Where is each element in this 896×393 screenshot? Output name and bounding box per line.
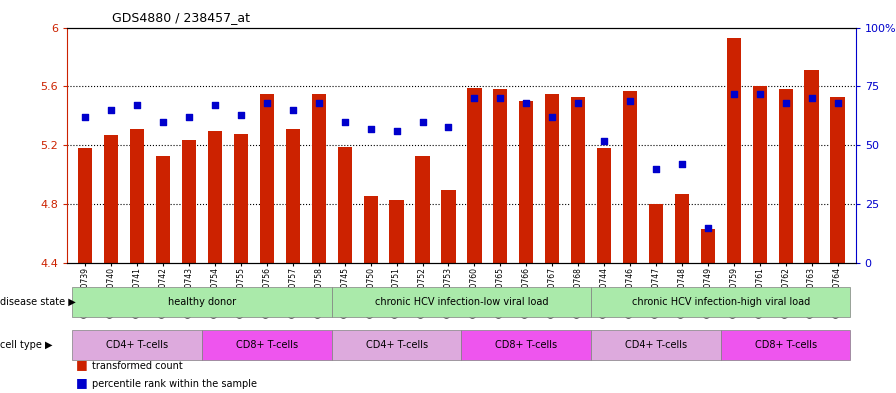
Bar	[338, 147, 352, 263]
Bar	[623, 91, 637, 263]
Bar	[130, 129, 144, 263]
Bar	[545, 94, 559, 263]
Bar	[234, 134, 248, 263]
Bar	[202, 330, 332, 360]
Text: CD8+ T-cells: CD8+ T-cells	[495, 340, 557, 350]
Bar	[805, 70, 819, 263]
Point	[597, 138, 611, 144]
Text: cell type ▶: cell type ▶	[0, 340, 53, 350]
Bar	[461, 330, 591, 360]
Bar	[390, 200, 404, 263]
Point	[519, 100, 533, 106]
Point	[104, 107, 118, 113]
Bar	[364, 196, 378, 263]
Bar	[156, 156, 170, 263]
Bar	[720, 330, 850, 360]
Bar	[78, 149, 92, 263]
Bar	[571, 97, 585, 263]
Bar	[73, 330, 202, 360]
Bar	[591, 330, 720, 360]
Bar	[597, 149, 611, 263]
Point	[571, 100, 585, 106]
Point	[234, 112, 248, 118]
Point	[779, 100, 793, 106]
Point	[805, 95, 819, 101]
Bar	[468, 88, 481, 263]
Point	[364, 126, 378, 132]
Point	[649, 166, 663, 172]
Bar	[332, 286, 591, 317]
Point	[78, 114, 92, 120]
Point	[260, 100, 274, 106]
Point	[727, 90, 741, 97]
Bar	[182, 140, 196, 263]
Text: transformed count: transformed count	[92, 362, 183, 371]
Point	[831, 100, 845, 106]
Text: healthy donor: healthy donor	[168, 297, 237, 307]
Bar	[442, 190, 455, 263]
Bar	[779, 90, 793, 263]
Text: chronic HCV infection-low viral load: chronic HCV infection-low viral load	[375, 297, 548, 307]
Point	[416, 119, 430, 125]
Point	[130, 102, 144, 108]
Point	[312, 100, 326, 106]
Point	[623, 97, 637, 104]
Bar	[104, 135, 118, 263]
Bar	[727, 38, 741, 263]
Point	[208, 102, 222, 108]
Point	[182, 114, 196, 120]
Bar	[591, 286, 850, 317]
Text: GDS4880 / 238457_at: GDS4880 / 238457_at	[112, 11, 250, 24]
Point	[442, 123, 456, 130]
Bar	[649, 204, 663, 263]
Bar	[493, 90, 507, 263]
Point	[753, 90, 767, 97]
Text: CD4+ T-cells: CD4+ T-cells	[106, 340, 168, 350]
Bar	[831, 97, 845, 263]
Text: disease state ▶: disease state ▶	[0, 297, 76, 307]
Bar	[73, 286, 332, 317]
Bar	[286, 129, 300, 263]
Point	[286, 107, 300, 113]
Bar	[416, 156, 430, 263]
Text: chronic HCV infection-high viral load: chronic HCV infection-high viral load	[632, 297, 810, 307]
Text: CD8+ T-cells: CD8+ T-cells	[754, 340, 817, 350]
Point	[156, 119, 170, 125]
Point	[390, 128, 404, 134]
Text: CD4+ T-cells: CD4+ T-cells	[625, 340, 687, 350]
Bar	[675, 194, 689, 263]
Point	[545, 114, 559, 120]
Bar	[332, 330, 461, 360]
Point	[467, 95, 481, 101]
Point	[338, 119, 352, 125]
Point	[701, 225, 715, 231]
Bar	[312, 94, 326, 263]
Bar	[753, 86, 767, 263]
Bar	[208, 131, 222, 263]
Text: CD4+ T-cells: CD4+ T-cells	[366, 340, 427, 350]
Point	[675, 161, 689, 167]
Text: ■: ■	[76, 376, 88, 389]
Bar	[260, 94, 274, 263]
Text: CD8+ T-cells: CD8+ T-cells	[236, 340, 298, 350]
Point	[493, 95, 507, 101]
Text: percentile rank within the sample: percentile rank within the sample	[92, 379, 257, 389]
Bar	[519, 101, 533, 263]
Bar	[701, 230, 715, 263]
Text: ■: ■	[76, 358, 88, 371]
